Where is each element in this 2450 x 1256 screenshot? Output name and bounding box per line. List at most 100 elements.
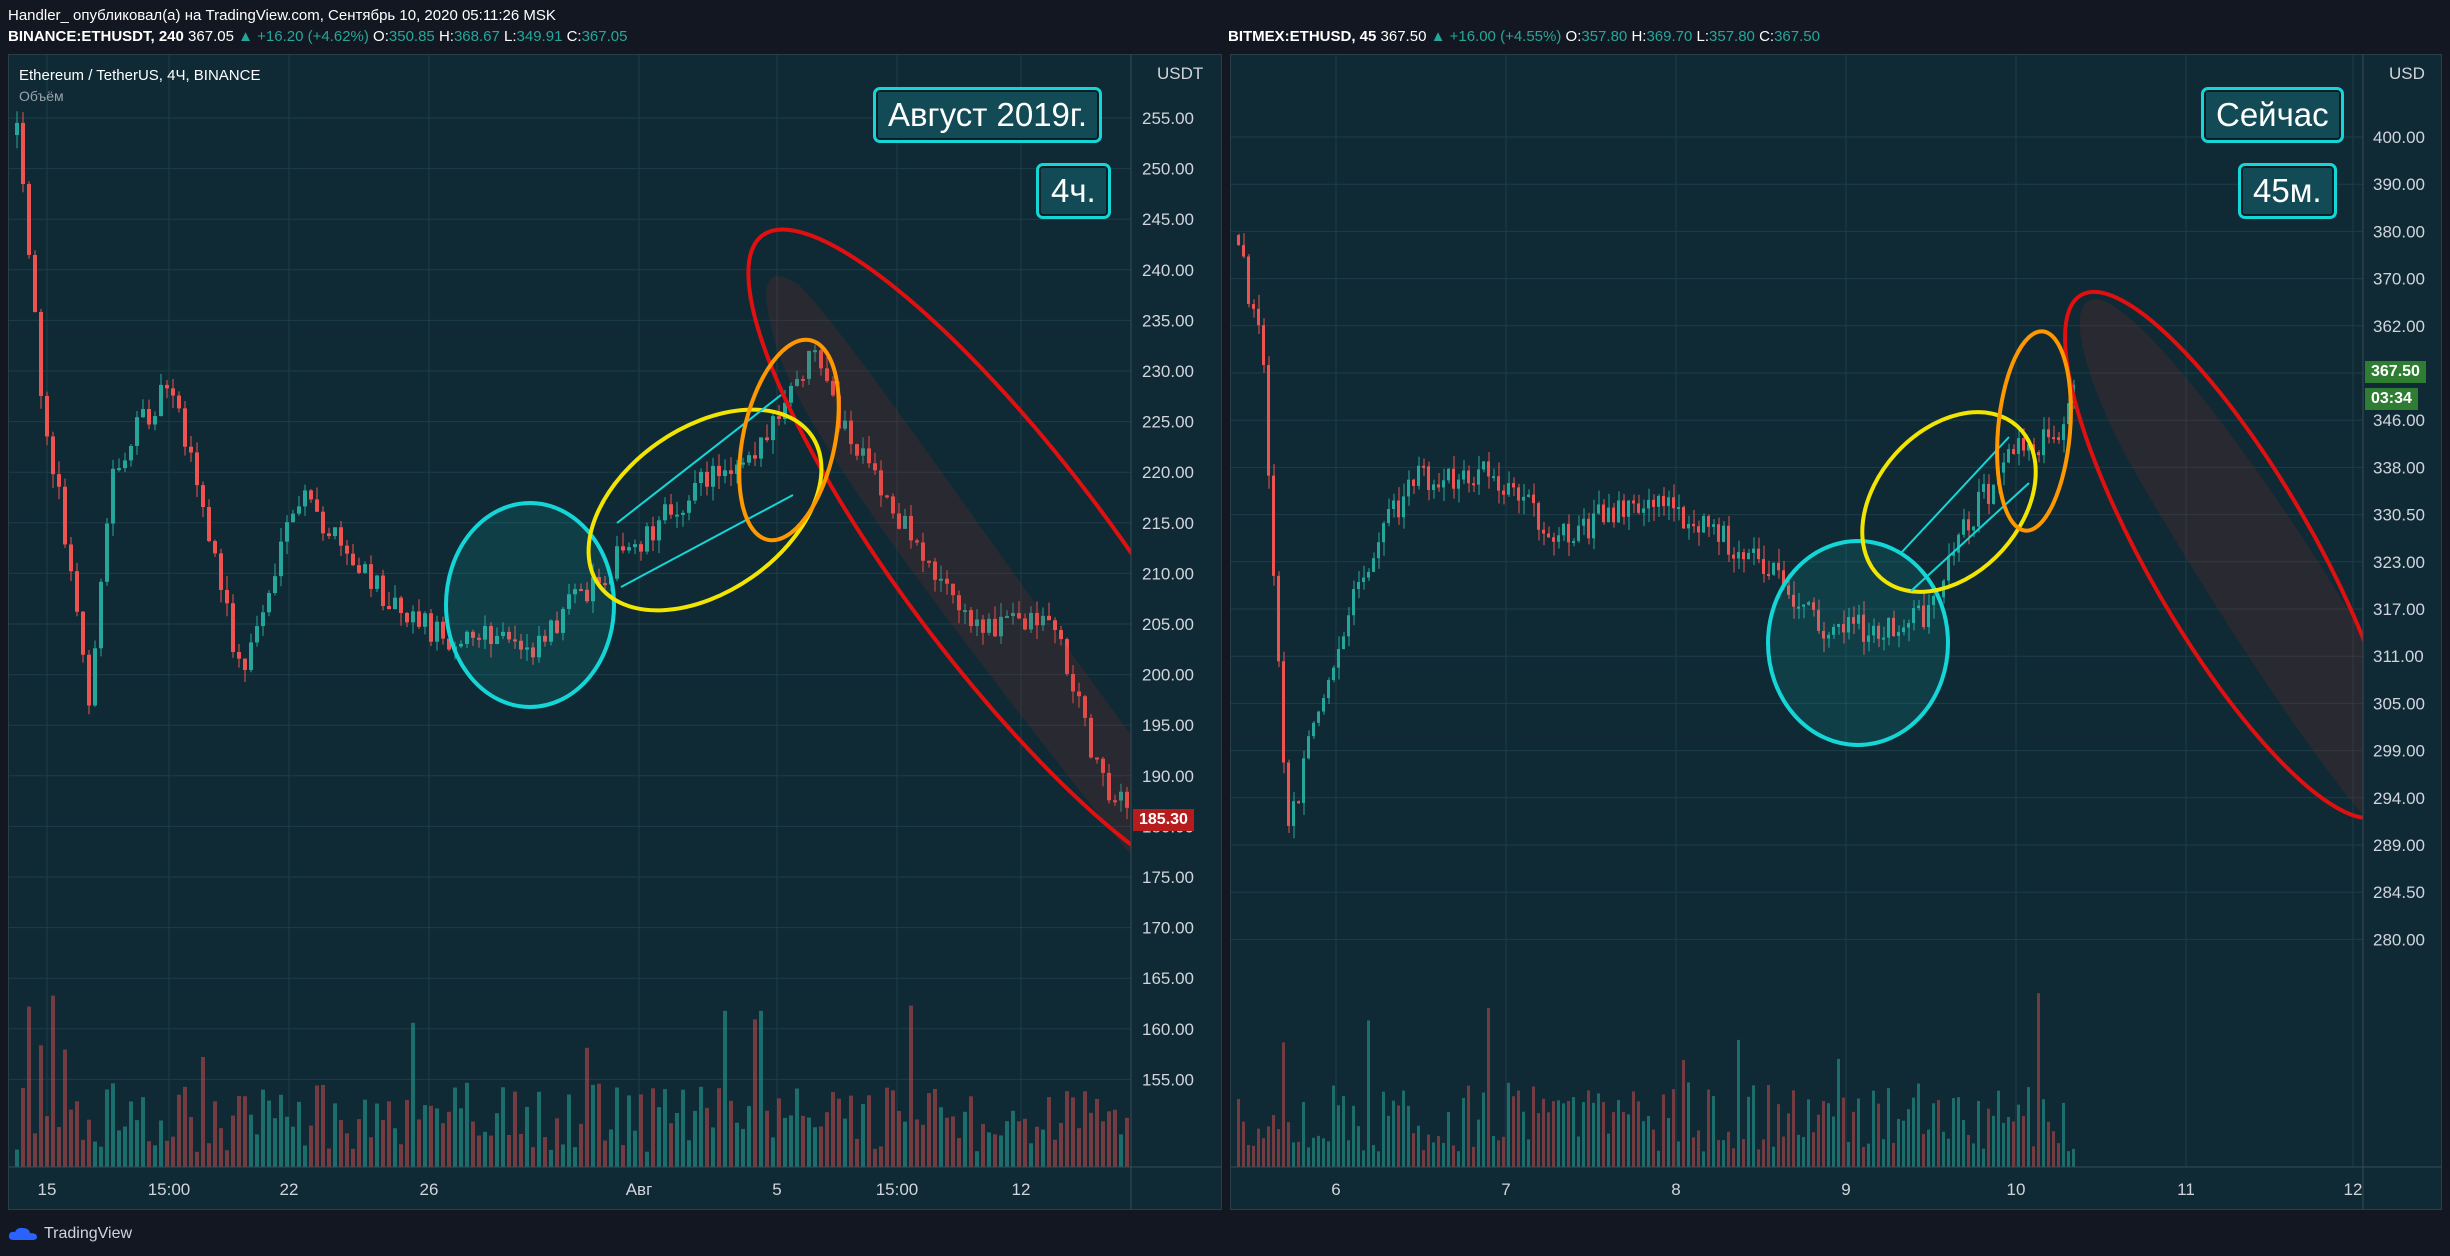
candle-body <box>1637 503 1640 513</box>
price-tick-label: 230.00 <box>1142 362 1194 381</box>
right-plot-area[interactable] <box>1231 55 2363 1167</box>
right-orange-ellipse[interactable] <box>1989 328 2078 534</box>
candle-body <box>1952 552 1955 556</box>
candle-body <box>1362 577 1365 583</box>
footer: TradingView <box>0 1215 2450 1256</box>
volume-bar <box>909 1005 913 1167</box>
candle-body <box>717 465 721 477</box>
left-cyan-circle[interactable] <box>444 501 616 709</box>
volume-bar <box>777 1098 781 1167</box>
candle-body <box>2062 424 2065 440</box>
candle-body <box>939 578 943 581</box>
volume-bar <box>1732 1148 1735 1167</box>
volume-bar <box>1327 1141 1330 1167</box>
candle-body <box>885 495 889 498</box>
volume-bar <box>1707 1089 1710 1167</box>
candle-body <box>807 350 811 379</box>
volume-bar <box>1697 1130 1700 1167</box>
volume-bar <box>1362 1150 1365 1167</box>
candle-body <box>1782 570 1785 586</box>
left-chart-canvas[interactable]: 255.00 250.00 245.00 240.00 235.00 230.00 225.… <box>9 55 1222 1210</box>
left-yellow-ellipse[interactable] <box>551 368 858 651</box>
volume-bar <box>1587 1090 1590 1167</box>
volume-bar <box>1377 1151 1380 1167</box>
volume-bar <box>993 1134 997 1167</box>
volume-bar <box>1737 1039 1740 1167</box>
candle-body <box>1337 649 1340 668</box>
tradingview-logo[interactable]: TradingView <box>8 1225 132 1243</box>
candle-body <box>915 540 919 543</box>
volume-bar <box>1667 1117 1670 1167</box>
volume-bar <box>1457 1151 1460 1167</box>
volume-bar <box>1602 1102 1605 1167</box>
candle-body <box>1932 595 1935 605</box>
left-annotations[interactable] <box>444 172 1222 953</box>
right-chart-panel[interactable]: 400.00390.00380.00370.00362.00354.00346.… <box>1230 54 2442 1210</box>
candle-body <box>411 611 415 623</box>
volume-bar <box>789 1115 793 1167</box>
volume-bar <box>687 1140 691 1167</box>
left-channel-top[interactable] <box>616 394 782 524</box>
left-price-labels: 255.00 250.00 245.00 240.00 235.00 230.00 225.… <box>1142 109 1194 1089</box>
left-price-axis[interactable] <box>1131 55 1222 1210</box>
right-channel-bottom[interactable] <box>1910 482 2030 592</box>
right-cyan-circle[interactable] <box>1766 539 1950 747</box>
candle-body <box>1237 235 1240 246</box>
volume-bar <box>627 1095 631 1167</box>
volume-bar <box>279 1094 283 1167</box>
right-chart-canvas[interactable]: 400.00390.00380.00370.00362.00354.00346.… <box>1231 55 2442 1210</box>
volume-bar <box>1312 1137 1315 1167</box>
candle-body <box>981 619 985 633</box>
volume-bar <box>153 1145 157 1167</box>
candle-body <box>2067 403 2070 425</box>
volume-bar <box>351 1148 355 1167</box>
candle-body <box>591 577 595 602</box>
volume-bar <box>105 1089 109 1167</box>
volume-bar <box>555 1118 559 1167</box>
volume-bar <box>1053 1139 1057 1167</box>
volume-bar <box>1302 1101 1305 1167</box>
candle-body <box>1347 615 1350 637</box>
candle-body <box>441 621 445 639</box>
candle-body <box>1962 519 1965 535</box>
volume-bar <box>345 1133 349 1167</box>
left-chart-panel[interactable]: 255.00 250.00 245.00 240.00 235.00 230.00 225.… <box>8 54 1222 1210</box>
candle-body <box>363 564 367 573</box>
candle-body <box>477 637 481 640</box>
candle-body <box>393 597 397 610</box>
candle-body <box>27 184 31 255</box>
volume-bar <box>1307 1147 1310 1167</box>
volume-bar <box>861 1103 865 1167</box>
volume-bar <box>807 1117 811 1167</box>
candle-body <box>771 416 775 441</box>
candle-body <box>1512 483 1515 488</box>
candle-body <box>81 611 85 655</box>
candle-body <box>1467 470 1470 484</box>
volume-bar <box>129 1101 133 1167</box>
candle-body <box>2007 449 2010 463</box>
right-yellow-ellipse[interactable] <box>1827 378 2071 626</box>
left-orange-ellipse[interactable] <box>723 331 855 550</box>
right-symbol[interactable]: BITMEX:ETHUSD, 45 <box>1228 28 1377 45</box>
candle-body <box>627 547 631 551</box>
volume-bar <box>255 1134 259 1167</box>
volume-bar <box>1392 1100 1395 1167</box>
price-tick-label: 200.00 <box>1142 666 1194 685</box>
price-tick-label: 380.00 <box>2373 222 2425 241</box>
price-tick-label: 362.00 <box>2373 317 2425 336</box>
right-price-axis[interactable] <box>2363 55 2442 1210</box>
left-red-ellipse[interactable] <box>678 172 1222 953</box>
volume-bar <box>1262 1138 1265 1167</box>
left-channel-bottom[interactable] <box>620 494 794 588</box>
candle-body <box>1095 757 1099 760</box>
right-channel-top[interactable] <box>1900 436 2010 554</box>
volume-bar <box>1367 1020 1370 1167</box>
left-symbol[interactable]: BINANCE:ETHUSDT, 240 <box>8 28 184 45</box>
candle-body <box>897 513 901 529</box>
volume-bar <box>321 1084 325 1167</box>
price-tick-label: 289.00 <box>2373 836 2425 855</box>
price-tick-label: 330.50 <box>2373 506 2425 525</box>
volume-bar <box>165 1140 169 1167</box>
left-plot-area[interactable] <box>9 55 1131 1167</box>
left-low: 349.91 <box>516 28 563 45</box>
